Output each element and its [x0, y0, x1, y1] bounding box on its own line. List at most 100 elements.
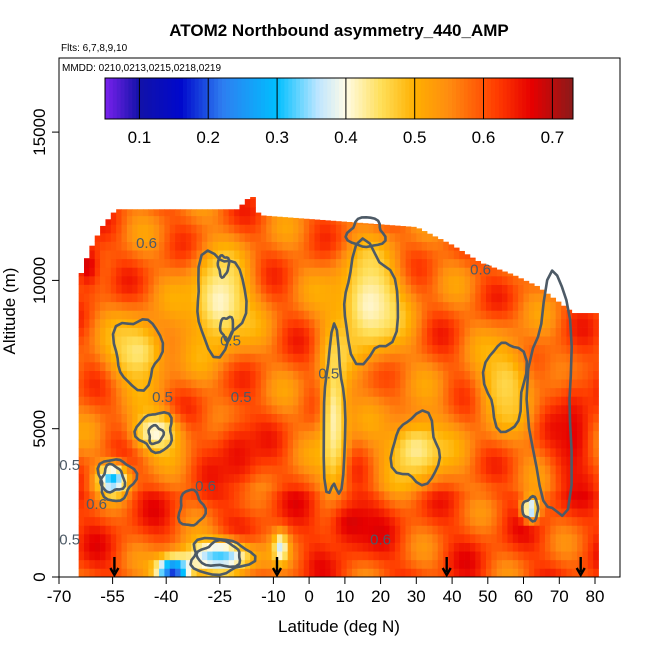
heatmap-cell — [250, 302, 256, 311]
heatmap-cell — [116, 543, 122, 552]
heatmap-cell — [465, 465, 471, 474]
heatmap-cell — [357, 439, 363, 448]
heatmap-cell — [138, 491, 144, 500]
heatmap-cell — [277, 319, 283, 328]
heatmap-cell — [272, 267, 278, 276]
heatmap-cell — [202, 439, 208, 448]
heatmap-cell — [272, 431, 278, 440]
heatmap-cell — [577, 491, 583, 500]
heatmap-cell — [395, 267, 401, 276]
heatmap-cell — [486, 457, 492, 466]
heatmap-cell — [459, 525, 465, 534]
heatmap-cell — [100, 551, 106, 560]
heatmap-cell — [159, 224, 165, 233]
heatmap-cell — [261, 457, 267, 466]
heatmap-cell — [325, 405, 331, 414]
heatmap-cell — [572, 362, 578, 371]
heatmap-cell — [534, 431, 540, 440]
heatmap-cell — [197, 388, 203, 397]
heatmap-cell — [534, 353, 540, 362]
heatmap-cell — [384, 568, 390, 577]
heatmap-cell — [373, 285, 379, 294]
heatmap-cell — [272, 534, 278, 543]
heatmap-cell — [582, 465, 588, 474]
heatmap-cell — [550, 568, 556, 577]
colorbar-cell — [164, 78, 168, 119]
heatmap-cell — [438, 482, 444, 491]
heatmap-cell — [390, 422, 396, 431]
heatmap-cell — [191, 405, 197, 414]
heatmap-cell — [261, 517, 267, 526]
heatmap-cell — [352, 414, 358, 423]
heatmap-cell — [502, 302, 508, 311]
heatmap-cell — [341, 543, 347, 552]
heatmap-cell — [384, 491, 390, 500]
heatmap-cell — [213, 405, 219, 414]
heatmap-cell — [180, 396, 186, 405]
heatmap-cell — [239, 439, 245, 448]
heatmap-cell — [475, 431, 481, 440]
heatmap-cell — [540, 388, 546, 397]
heatmap-cell — [486, 336, 492, 345]
heatmap-cell — [507, 568, 513, 577]
heatmap-cell — [250, 431, 256, 440]
heatmap-cell — [304, 345, 310, 354]
heatmap-cell — [561, 422, 567, 431]
heatmap-cell — [272, 302, 278, 311]
heatmap-cell — [491, 474, 497, 483]
heatmap-cell — [561, 414, 567, 423]
heatmap-cell — [454, 276, 460, 285]
heatmap-cell — [454, 396, 460, 405]
heatmap-cell — [261, 250, 267, 259]
colorbar-cell — [444, 78, 448, 119]
heatmap-cell — [261, 371, 267, 380]
heatmap-cell — [223, 293, 229, 302]
heatmap-cell — [422, 345, 428, 354]
heatmap-cell — [143, 276, 149, 285]
heatmap-cell — [223, 379, 229, 388]
heatmap-cell — [561, 568, 567, 577]
heatmap-cell — [127, 267, 133, 276]
heatmap-cell — [373, 414, 379, 423]
heatmap-cell — [529, 302, 535, 311]
heatmap-cell — [245, 414, 251, 423]
heatmap-cell — [309, 508, 315, 517]
heatmap-cell — [127, 336, 133, 345]
heatmap-cell — [357, 319, 363, 328]
heatmap-cell — [422, 276, 428, 285]
heatmap-cell — [116, 448, 122, 457]
heatmap-cell — [154, 293, 160, 302]
heatmap-cell — [138, 396, 144, 405]
heatmap-cell — [175, 482, 181, 491]
heatmap-cell — [282, 517, 288, 526]
heatmap-cell — [127, 250, 133, 259]
heatmap-cell — [298, 319, 304, 328]
heatmap-cell — [454, 422, 460, 431]
heatmap-cell — [164, 517, 170, 526]
heatmap-cell — [277, 388, 283, 397]
heatmap-cell — [400, 439, 406, 448]
heatmap-cell — [89, 482, 95, 491]
heatmap-cell — [105, 448, 111, 457]
heatmap-cell — [223, 508, 229, 517]
heatmap-cell — [234, 233, 240, 242]
heatmap-cell — [368, 448, 374, 457]
heatmap-cell — [105, 560, 111, 569]
heatmap-cell — [352, 328, 358, 337]
heatmap-cell — [582, 379, 588, 388]
heatmap-cell — [148, 336, 154, 345]
heatmap-cell — [132, 508, 138, 517]
heatmap-cell — [582, 319, 588, 328]
heatmap-cell — [379, 319, 385, 328]
heatmap-cell — [138, 482, 144, 491]
heatmap-cell — [325, 439, 331, 448]
heatmap-cell — [518, 293, 524, 302]
heatmap-cell — [502, 525, 508, 534]
heatmap-cell — [336, 560, 342, 569]
heatmap-cell — [229, 302, 235, 311]
colorbar-cell — [253, 78, 257, 119]
heatmap-cell — [588, 525, 594, 534]
heatmap-cell — [459, 439, 465, 448]
heatmap-cell — [314, 276, 320, 285]
heatmap-cell — [352, 491, 358, 500]
